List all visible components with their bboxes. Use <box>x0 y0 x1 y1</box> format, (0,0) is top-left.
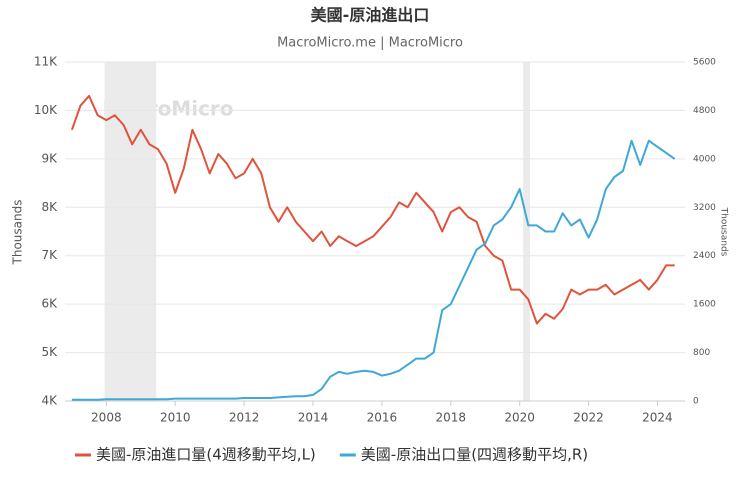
recession-band <box>104 62 157 401</box>
y2-tick-label: 4800 <box>693 106 716 116</box>
x-tick-label: 2008 <box>91 411 122 425</box>
y2-axis-label: Thousands <box>719 207 729 257</box>
x-tick-label: 2024 <box>642 411 673 425</box>
x-tick-label: 2014 <box>298 411 329 425</box>
x-tick-label: 2018 <box>436 411 467 425</box>
x-tick-label: 2020 <box>504 411 535 425</box>
y-tick-label: 9K <box>41 151 58 165</box>
series-line <box>70 94 675 325</box>
y2-tick-label: 5600 <box>693 58 716 68</box>
y-axis-label: Thousands <box>11 200 25 266</box>
y-tick-label: 6K <box>41 297 58 311</box>
chart-title: 美國-原油進出口 <box>311 6 430 25</box>
y-tick-label: 10K <box>34 103 58 117</box>
y2-tick-label: 3200 <box>693 203 716 213</box>
y2-tick-label: 1600 <box>693 300 716 310</box>
y2-tick-label: 800 <box>693 348 710 358</box>
x-tick-label: 2022 <box>573 411 604 425</box>
y-tick-label: 11K <box>34 55 58 69</box>
recession-band <box>523 62 530 401</box>
y-tick-label: 4K <box>41 394 58 408</box>
legend-item[interactable]: 美國-原油出口量(四週移動平均,R) <box>339 446 588 464</box>
y2-tick-label: 2400 <box>693 251 716 261</box>
legend-item[interactable]: 美國-原油進口量(4週移動平均,L) <box>75 446 316 464</box>
series-line <box>71 139 676 401</box>
y-tick-label: 7K <box>41 248 58 262</box>
y-tick-label: 5K <box>41 345 58 359</box>
legend-label: 美國-原油出口量(四週移動平均,R) <box>361 446 588 464</box>
x-tick-label: 2012 <box>229 411 260 425</box>
chart-subtitle: MacroMicro.me | MacroMicro <box>277 36 463 51</box>
legend-label: 美國-原油進口量(4週移動平均,L) <box>96 446 316 464</box>
y2-tick-label: 4000 <box>693 154 716 164</box>
x-tick-label: 2016 <box>367 411 398 425</box>
x-tick-label: 2010 <box>160 411 191 425</box>
y2-tick-label: 0 <box>693 397 699 407</box>
y-tick-label: 8K <box>41 200 58 214</box>
